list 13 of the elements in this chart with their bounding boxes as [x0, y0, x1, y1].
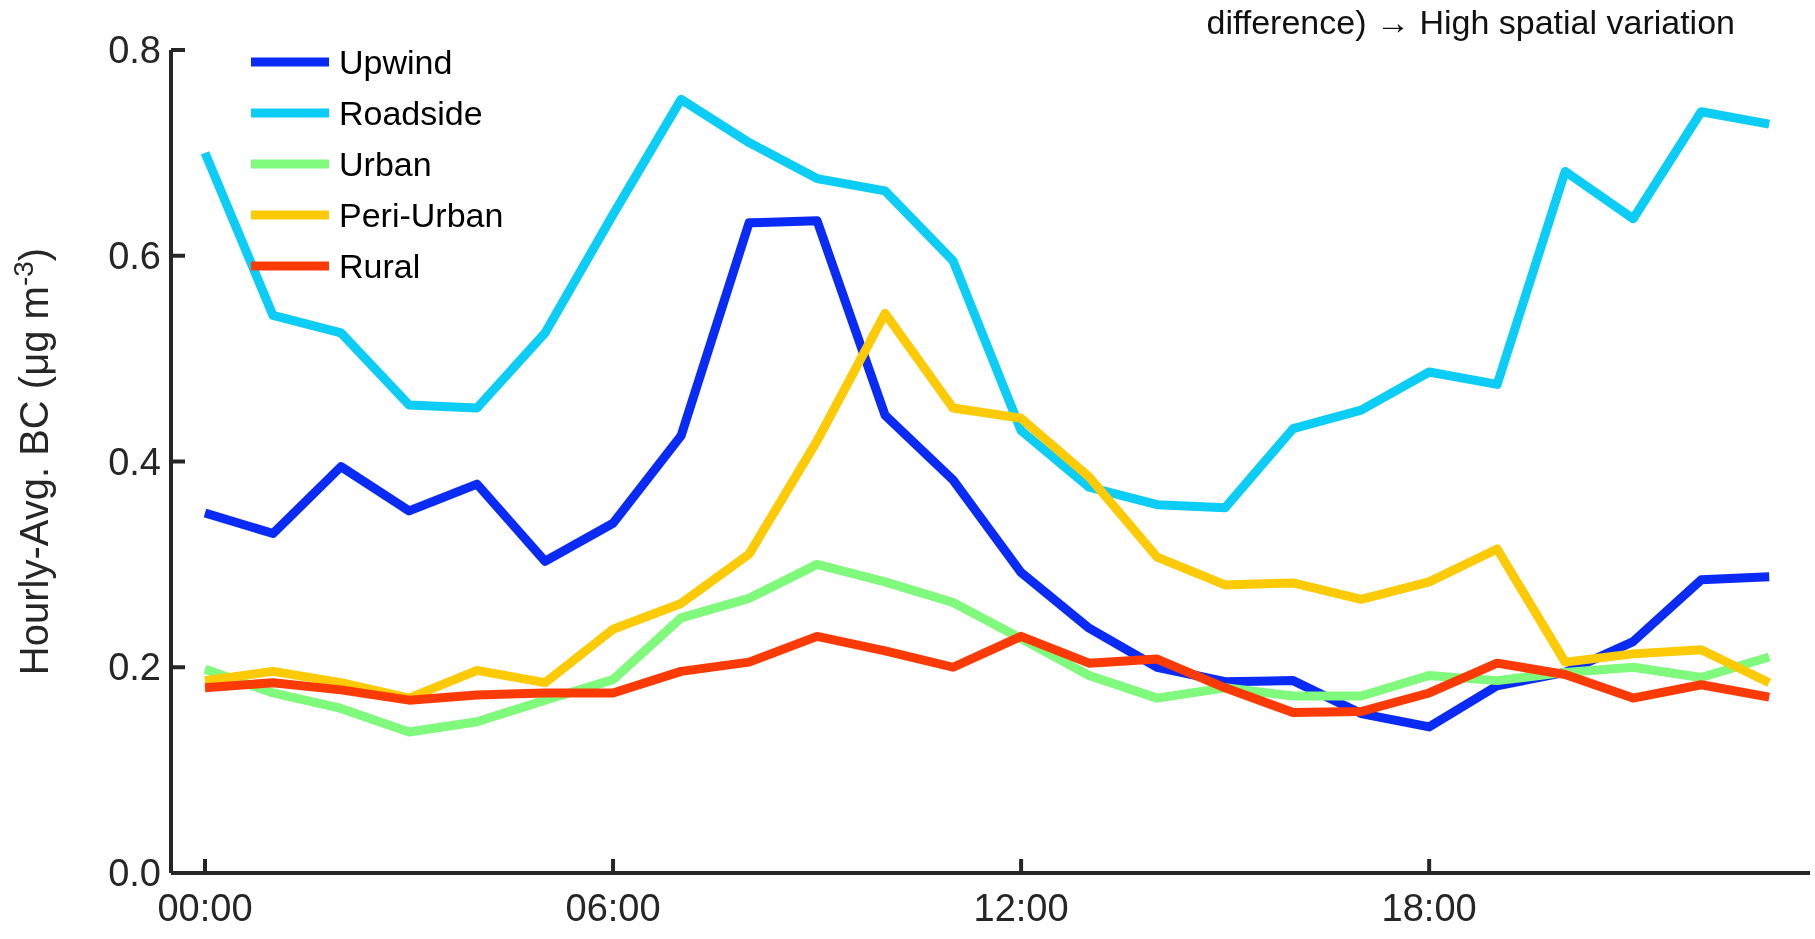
y-tick-label: 0.2 — [108, 646, 161, 689]
legend-label: Upwind — [339, 43, 453, 81]
legend-label: Urban — [339, 145, 432, 183]
legend-label: Peri-Urban — [339, 196, 504, 234]
text: difference) → High spatial variation — [1206, 3, 1735, 41]
x-tick-label: 06:00 — [565, 887, 661, 929]
y-tick-label: 0.6 — [108, 234, 161, 277]
legend-label: Roadside — [339, 94, 483, 132]
x-tick-label: 12:00 — [973, 887, 1069, 929]
legend-label: Rural — [339, 247, 421, 285]
x-tick-label: 18:00 — [1381, 887, 1477, 929]
y-tick-label: 0.8 — [108, 29, 161, 71]
y-tick-label: 0.4 — [108, 440, 161, 483]
